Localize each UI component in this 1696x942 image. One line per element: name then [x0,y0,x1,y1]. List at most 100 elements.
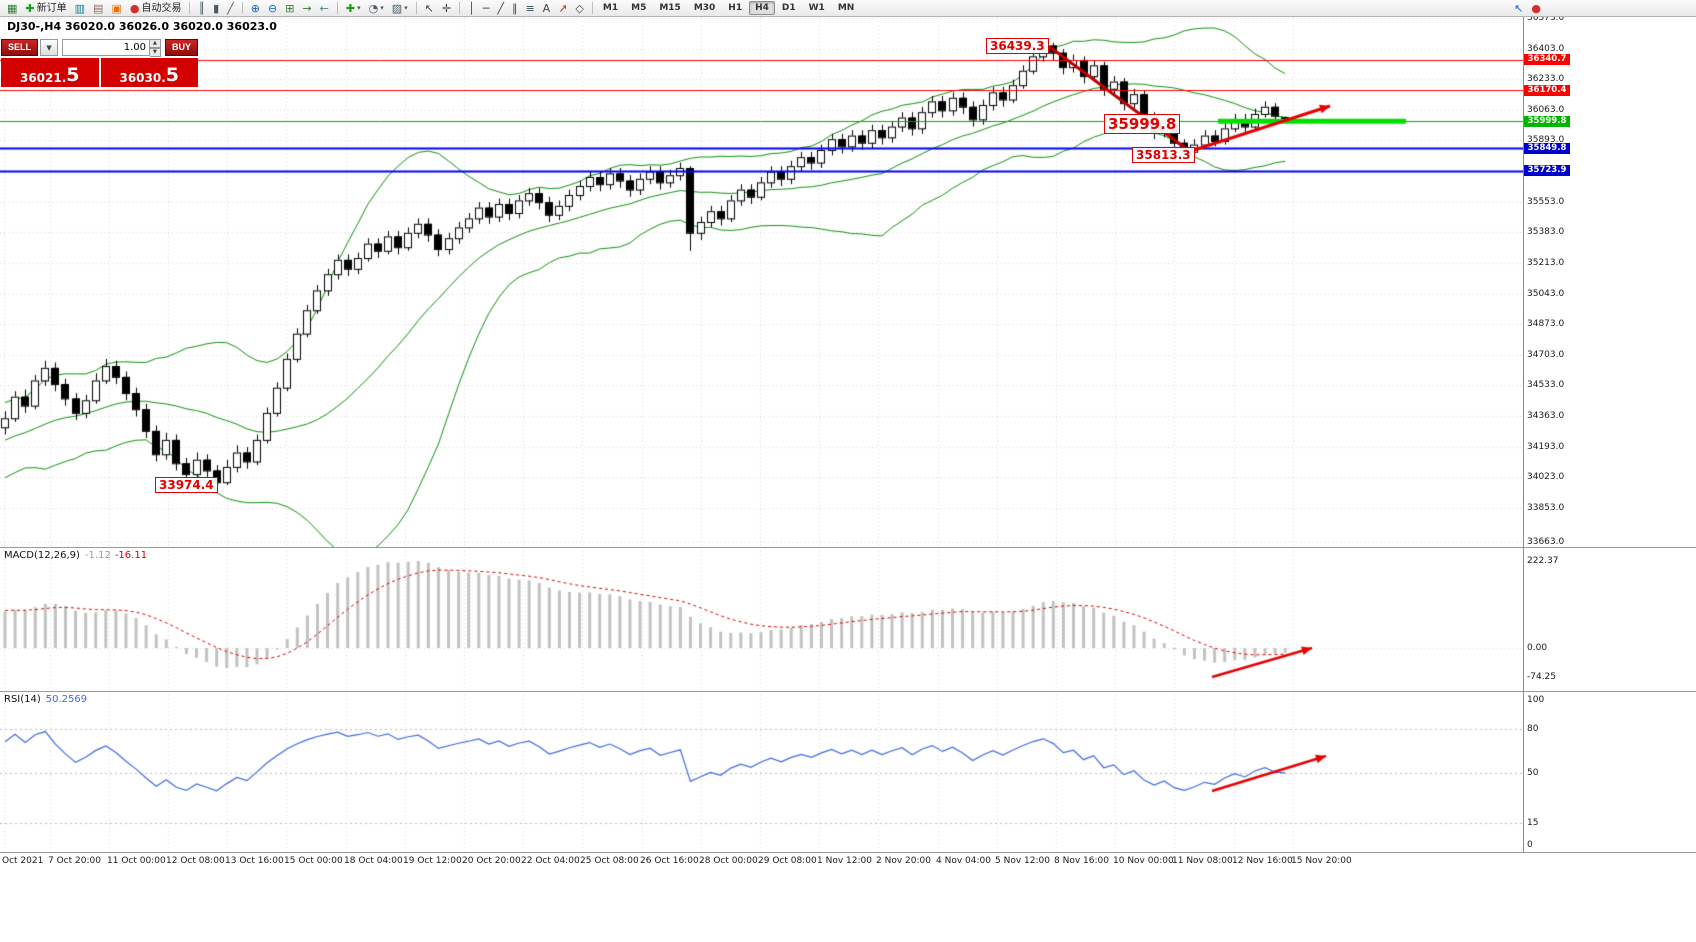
macd-axis-tick: 0.00 [1527,643,1548,653]
price-annotation[interactable]: 35813.3 [1132,147,1195,164]
price-axis-tick: 35553.0 [1527,196,1565,207]
channel-icon: ∥ [511,1,518,15]
fibonacci-icon[interactable]: ≡ [521,1,538,16]
periods-button: ◔ [368,1,379,15]
bar-chart-type-icon: ║ [198,1,206,15]
timeframe-button-m15[interactable]: M15 [659,3,681,13]
price-tag: 36340.7 [1524,54,1570,66]
macd-indicator-canvas[interactable] [0,547,1523,691]
price-annotation[interactable]: 33974.4 [155,477,218,494]
data-window-icon: ▤ [93,1,104,15]
price-axis-tick: 35383.0 [1527,227,1565,238]
new-order-button: ✚ [25,1,35,15]
timeframe-button-h1[interactable]: H1 [728,3,743,13]
macd-panel-separator[interactable] [0,547,1696,548]
timeframe-button-h4[interactable]: H4 [749,1,775,15]
price-axis-tick: 34703.0 [1527,349,1565,360]
buy-button[interactable]: BUY [164,38,198,56]
bar-chart-type-icon[interactable]: ║ [194,1,209,16]
timeframe-button-m30[interactable]: M30 [693,3,716,13]
price-annotation[interactable]: 35999.8 [1104,114,1181,134]
time-axis-label: 13 Oct 16:00 [225,856,284,866]
data-window-icon[interactable]: ▤ [89,1,107,16]
rsi-label[interactable]: RSI(14) 50.2569 [4,694,87,705]
buy-price[interactable]: 36030. 5 [100,58,198,87]
toolbar-separator [459,2,461,14]
time-axis-label: 18 Oct 04:00 [344,856,403,866]
cursor-icon[interactable]: ↖ [421,1,438,16]
candlestick-chart-type-icon: ▮ [213,1,220,15]
macd-label[interactable]: MACD(12,26,9) -1.12 -16.11 [4,550,147,561]
time-axis-label: 29 Oct 08:00 [758,856,817,866]
crosshair-icon: ✛ [441,1,452,15]
price-annotation[interactable]: 36439.3 [986,38,1049,55]
rsi-panel-separator[interactable] [0,691,1696,692]
trendline-icon[interactable]: ╱ [493,1,508,16]
chart-shift-icon[interactable]: ← [316,1,333,16]
indicators-button[interactable]: ✚ ▾ [342,1,365,16]
buy-price-big-digit: 5 [165,64,180,86]
toolbar-right-icons: ↖ ● [1510,1,1545,16]
pointer-highlight-icon[interactable]: ↖ [1510,1,1527,16]
chevron-down-icon: ▾ [404,3,408,12]
rsi-value: 50.2569 [45,694,88,705]
price-chart-canvas[interactable] [0,17,1523,547]
market-watch-icon[interactable]: ▥ [71,1,89,16]
chart-shift-icon: ← [319,1,329,15]
line-chart-type-icon[interactable]: ╱ [223,1,238,16]
timeframe-button-w1[interactable]: W1 [808,3,825,13]
tile-windows-icon[interactable]: ⊞ [281,1,298,16]
autotrading-button: ● [129,1,140,15]
arrows-icon: ↗ [558,1,568,15]
macd-name: MACD(12,26,9) [4,550,80,561]
volume-down-button[interactable]: ▼ [149,47,161,57]
timeframe-toolbar: M1 M5 M15 M30 H1 H4 D1 W1 MN [597,1,860,15]
timeframe-button-d1[interactable]: D1 [781,3,796,13]
price-axis-tick: 36233.0 [1527,74,1565,85]
trade-panel-controls: SELL ▼ ▲ ▼ BUY [1,37,198,57]
shapes-icon[interactable]: ◇ [571,1,587,16]
record-icon[interactable]: ● [1527,1,1545,16]
price-axis-tick: 34193.0 [1527,441,1565,452]
text-icon[interactable]: A [539,1,555,16]
time-axis-label: 2 Nov 20:00 [876,856,931,866]
autotrading-button[interactable]: ● 自动交易 [126,1,186,16]
new-chart-icon[interactable]: ▦ [3,1,21,16]
volume-up-button[interactable]: ▲ [149,38,161,48]
vertical-line-icon[interactable]: │ [464,1,479,16]
sell-price[interactable]: 36021. 5 [1,58,99,87]
volume-input[interactable] [62,38,150,56]
time-axis-label: 20 Oct 20:00 [462,856,521,866]
toolbar-separator [415,2,417,14]
periods-button[interactable]: ◔ ▾ [365,1,388,16]
horizontal-line-icon[interactable]: ─ [479,1,494,16]
timeframe-button-mn[interactable]: MN [837,3,855,13]
new-chart-icon: ▦ [7,1,18,15]
order-type-dropdown[interactable]: ▼ [40,38,59,56]
new-order-button-label: 新订单 [36,2,67,14]
terminal-icon[interactable]: ▣ [107,1,125,16]
zoom-in-icon[interactable]: ⊕ [247,1,264,16]
templates-button[interactable]: ▨ ▾ [388,1,412,16]
time-axis-label: 11 Oct 00:00 [107,856,166,866]
chevron-down-icon: ▾ [380,3,384,12]
auto-scroll-icon[interactable]: → [298,1,315,16]
shapes-icon: ◇ [575,1,584,15]
rsi-axis-tick: 50 [1527,767,1539,778]
rsi-indicator-canvas[interactable] [0,691,1523,852]
crosshair-icon[interactable]: ✛ [438,1,455,16]
arrows-icon[interactable]: ↗ [554,1,571,16]
rsi-axis-tick: 15 [1527,818,1539,829]
terminal-icon: ▣ [111,1,122,15]
candlestick-chart-type-icon[interactable]: ▮ [209,1,223,16]
zoom-out-icon[interactable]: ⊖ [264,1,281,16]
channel-icon[interactable]: ∥ [508,1,522,16]
new-order-button[interactable]: ✚ 新订单 [21,1,70,16]
indicators-button: ✚ [345,1,356,15]
timeframe-button-m1[interactable]: M1 [602,3,619,13]
sell-button[interactable]: SELL [1,38,39,56]
trade-panel-prices: 36021. 5 36030. 5 [1,58,198,87]
one-click-trading-panel: SELL ▼ ▲ ▼ BUY 36021.5 36030.5 [1,37,198,87]
timeframe-button-m5[interactable]: M5 [631,3,647,13]
